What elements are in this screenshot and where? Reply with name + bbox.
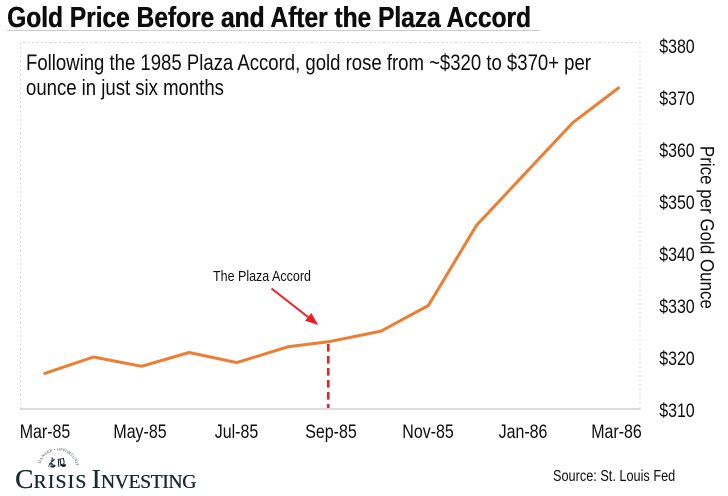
svg-text:$370: $370 — [659, 88, 695, 110]
svg-text:Jul-85: Jul-85 — [215, 421, 259, 443]
svg-text:$310: $310 — [659, 400, 695, 422]
svg-text:$360: $360 — [659, 140, 695, 162]
svg-text:May-85: May-85 — [113, 421, 166, 443]
svg-text:Sep-85: Sep-85 — [305, 421, 357, 443]
svg-text:$380: $380 — [659, 36, 695, 58]
svg-text:Nov-85: Nov-85 — [402, 421, 454, 443]
svg-text:$350: $350 — [659, 192, 695, 214]
svg-text:Price per Gold Ounce: Price per Gold Ounce — [696, 146, 718, 309]
svg-text:Mar-85: Mar-85 — [20, 421, 71, 443]
svg-text:$330: $330 — [659, 296, 695, 318]
svg-text:Jan-86: Jan-86 — [499, 421, 548, 443]
svg-text:$320: $320 — [659, 348, 695, 370]
svg-text:Mar-86: Mar-86 — [591, 421, 642, 443]
svg-text:$340: $340 — [659, 244, 695, 266]
